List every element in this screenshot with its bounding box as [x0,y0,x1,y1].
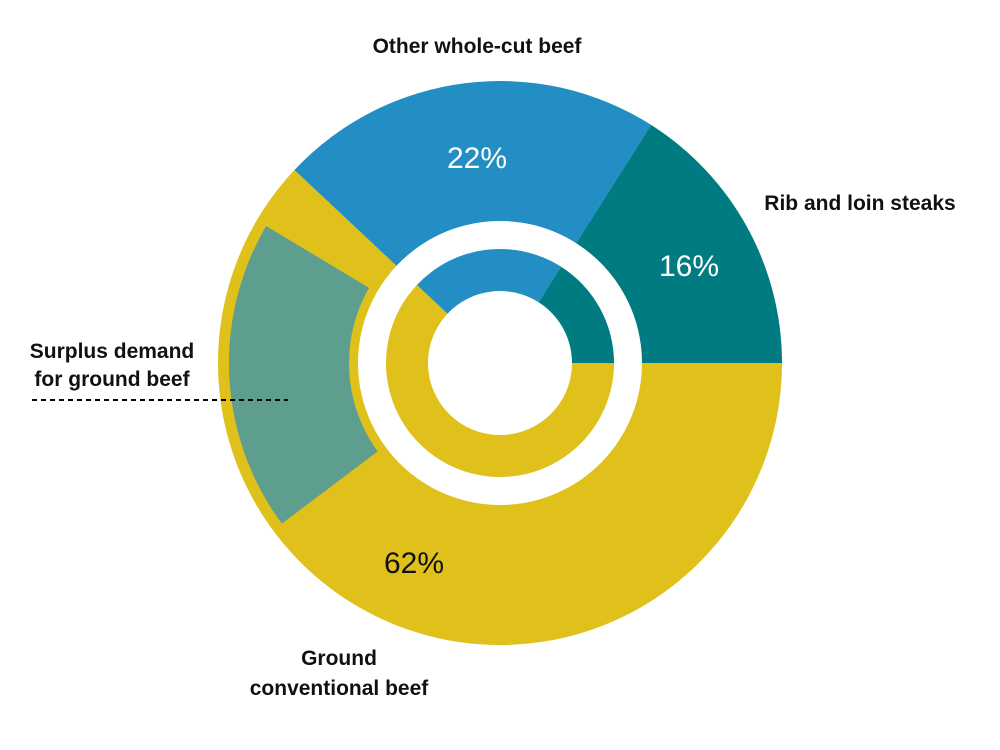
surplus-label-line2: for ground beef [34,368,190,391]
inner-segment-rib-and-loin-steaks [538,266,614,363]
category-label-other-whole-cut: Other whole-cut beef [373,35,583,58]
surplus-demand-region [223,217,387,533]
value-label-other-whole-cut: 22% [447,142,507,175]
inner-segment-other-whole-cut-beef [416,249,562,314]
category-label-ground-line1: Ground [301,647,377,670]
category-label-ground-line2: conventional beef [250,677,430,700]
surplus-label-line1: Surplus demand [30,340,195,363]
outer-segment-other-whole-cut-beef [294,81,652,266]
value-label-rib-loin: 16% [659,250,719,283]
inner-ring [386,249,614,477]
inner-segment-ground-conventional-beef [386,284,614,477]
category-label-rib-loin: Rib and loin steaks [764,192,955,215]
outer-segment-rib-and-loin-steaks [576,124,782,363]
value-label-ground: 62% [384,547,444,580]
